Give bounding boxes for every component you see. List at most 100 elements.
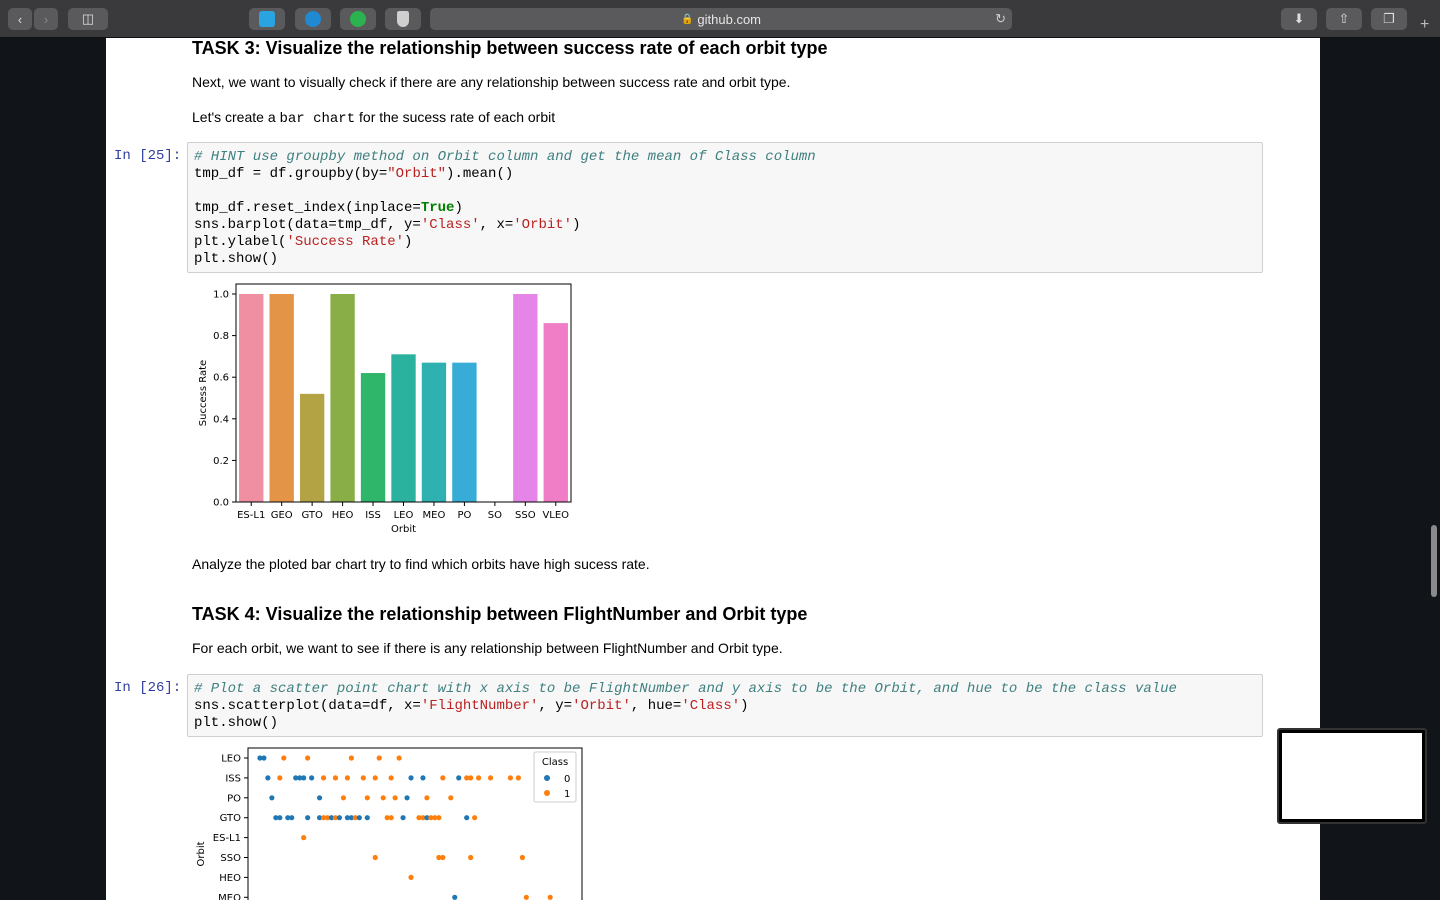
scatter-point <box>436 815 442 821</box>
scatter-point <box>440 854 446 861</box>
legend-marker <box>544 775 550 781</box>
code-cell-25[interactable]: # HINT use groupby method on Orbit colum… <box>187 142 1263 273</box>
task3-para1: Next, we want to visually check if there… <box>192 74 791 90</box>
y-tick-label: ES-L1 <box>213 833 241 844</box>
scatter-point <box>476 775 482 781</box>
bar-GEO <box>269 294 294 502</box>
task3-paragraph: Next, we want to visually check if there… <box>192 74 790 90</box>
bar-chart: ES-L1 GEO GTO HEO ISS LEO MEO PO SO SSO VLEO 0.0 0.2… <box>198 283 572 535</box>
scatter-point <box>316 795 323 801</box>
scatter-point <box>293 775 299 781</box>
y-tick-label: 1.0 <box>213 290 229 301</box>
scatter-point <box>301 775 307 781</box>
scatter-point <box>440 775 446 781</box>
y-axis-label: Success Rate <box>198 360 209 426</box>
sidebar-button[interactable]: ◫ <box>68 8 108 30</box>
code-text: tmp_df.reset_index(inplace= <box>194 200 421 216</box>
plot-frame <box>235 283 572 503</box>
scatter-point <box>523 894 529 900</box>
scatter-point <box>332 775 339 781</box>
x-tick-label: GEO <box>271 510 293 521</box>
scatter-point <box>424 815 430 821</box>
scatter-point <box>432 815 438 821</box>
scatter-point <box>265 775 271 781</box>
code-text: , x= <box>479 217 514 233</box>
scatter-point <box>515 775 521 781</box>
x-tick-label: ISS <box>365 510 381 521</box>
scatter-point <box>289 815 295 821</box>
code-text: ) <box>404 234 413 250</box>
scatter-point <box>408 874 414 880</box>
extension-button-4[interactable] <box>385 8 421 30</box>
download-icon: ⬇ <box>1293 11 1305 26</box>
picture-in-picture-thumbnail[interactable] <box>1277 728 1427 824</box>
y-tick-label: 0.8 <box>213 331 229 342</box>
scatter-point <box>305 755 311 761</box>
code-text: , hue= <box>630 698 682 714</box>
scatter-point <box>396 755 402 761</box>
cell26-prompt: In [26]: <box>114 680 182 696</box>
address-bar[interactable]: 🔒 github.com ↻ <box>430 8 1012 30</box>
scatter-point <box>332 815 339 821</box>
scatter-point <box>336 815 343 821</box>
share-icon: ⇧ <box>1338 11 1350 26</box>
scatter-point <box>519 854 525 861</box>
scatter-point <box>468 854 474 861</box>
scatter-point <box>380 795 386 801</box>
y-tick-label: SSO <box>220 853 241 864</box>
code-string: 'Orbit' <box>572 698 631 714</box>
y-tick-label: LEO <box>221 754 241 765</box>
forward-button[interactable]: › <box>34 8 58 30</box>
y-axis-label: Orbit <box>196 841 207 866</box>
extension-button-3[interactable] <box>340 8 376 30</box>
bar-PO <box>452 362 477 502</box>
bar-MEO <box>421 362 447 502</box>
scatter-point <box>309 775 315 781</box>
scatter-point <box>428 815 434 821</box>
scatter-point <box>281 755 287 761</box>
code-comment: # HINT use groupby method on Orbit colum… <box>194 149 816 165</box>
y-tick-label: ISS <box>225 773 241 784</box>
scatter-point <box>344 775 351 781</box>
x-axis-label: Orbit <box>391 524 416 535</box>
tabs-button[interactable]: ❐ <box>1371 8 1407 30</box>
scatter-point <box>507 775 514 781</box>
scatter-point <box>487 775 494 781</box>
tabs-icon: ❐ <box>1383 11 1395 26</box>
notebook-page: TASK 3: Visualize the relationship betwe… <box>106 38 1320 900</box>
share-button[interactable]: ⇧ <box>1326 8 1362 30</box>
code-text: ) <box>572 217 581 233</box>
y-tick-label: 0.4 <box>213 414 229 425</box>
bar-ES-L1 <box>239 294 264 502</box>
new-tab-icon[interactable]: + <box>1420 16 1430 33</box>
scatter-point <box>436 854 442 861</box>
scatter-point <box>364 795 370 801</box>
scatter-point <box>416 815 422 821</box>
scatter-point <box>320 815 327 821</box>
download-button[interactable]: ⬇ <box>1281 8 1317 30</box>
page-scrollbar[interactable] <box>1431 525 1437 597</box>
y-tick-label: 0.6 <box>213 373 229 384</box>
code-text: sns.barplot(data=tmp_df, y= <box>194 217 421 233</box>
code-keyword: True <box>420 200 455 216</box>
reload-icon[interactable]: ↻ <box>995 11 1006 26</box>
extension-button-2[interactable] <box>295 8 331 30</box>
task4-heading: TASK 4: Visualize the relationship betwe… <box>192 604 808 624</box>
code-text: ) <box>454 200 463 216</box>
code-string: "Orbit" <box>387 166 447 182</box>
code-string: 'Orbit' <box>513 217 573 233</box>
analyze-text: Analyze the ploted bar chart try to find… <box>192 556 650 572</box>
code-cell-26[interactable]: # Plot a scatter point chart with x axis… <box>187 674 1263 737</box>
code-string: 'FlightNumber' <box>420 698 539 714</box>
code-text: tmp_df = df.groupby(by= <box>194 166 388 182</box>
legend-label: 1 <box>564 789 570 800</box>
task3-para2-code: bar chart <box>279 111 356 127</box>
scatter-point <box>348 755 354 761</box>
scatter-point <box>269 795 275 801</box>
back-button[interactable]: ‹ <box>8 8 32 30</box>
x-tick-label: SSO <box>515 510 536 521</box>
scatter-point <box>452 894 458 900</box>
shield-icon <box>397 11 409 27</box>
extension-button-1[interactable] <box>249 8 285 30</box>
x-tick-label: GTO <box>301 510 323 521</box>
